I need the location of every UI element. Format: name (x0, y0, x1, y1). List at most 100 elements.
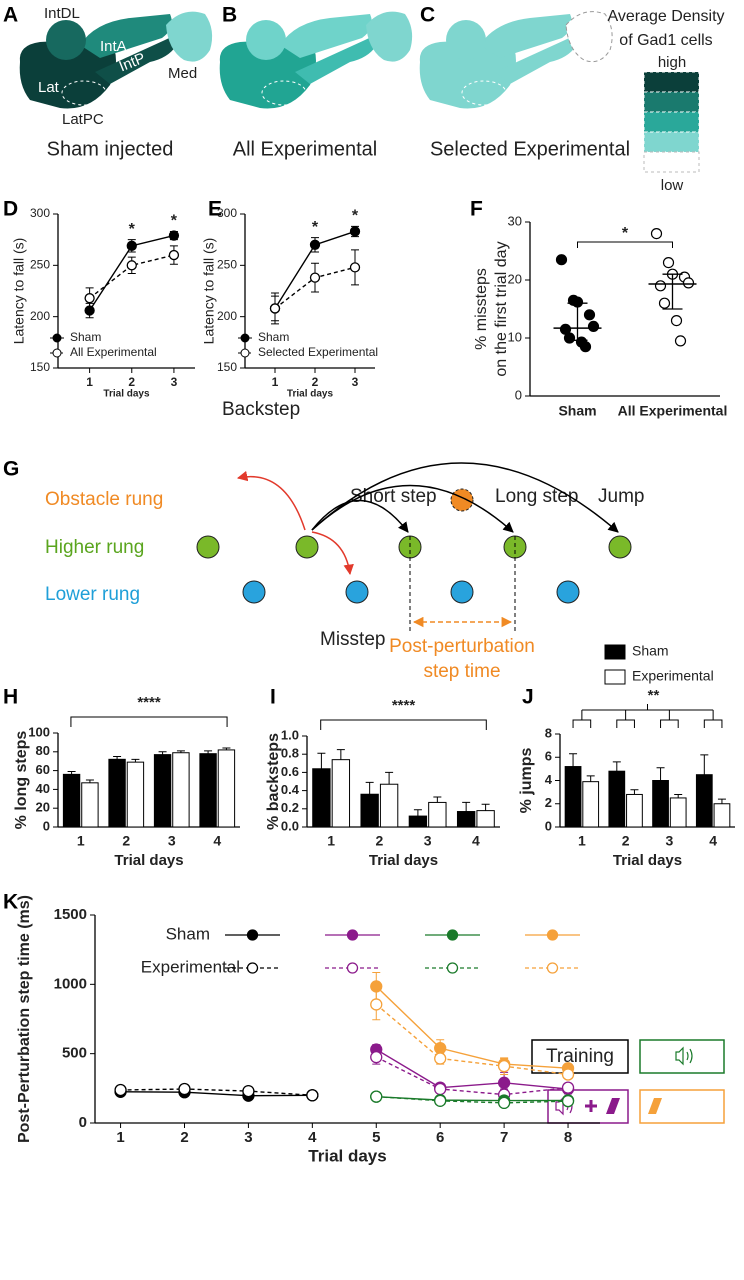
x-tick-label: 2 (312, 375, 319, 389)
point (370, 998, 383, 1011)
region-label: Lat (38, 79, 60, 96)
error-bar (612, 761, 621, 772)
time-label: Post-perturbation (389, 636, 535, 657)
rung-label: Higher rung (45, 537, 144, 558)
condition-boxes (531, 1039, 725, 1124)
significance: ** (648, 687, 660, 704)
x-tick-label: 1 (272, 375, 279, 389)
iqr (662, 273, 683, 310)
legend-marker (246, 962, 259, 974)
y-tick-label: 0.8 (281, 746, 299, 761)
step-label: Short step (350, 486, 437, 507)
error-bar (481, 803, 490, 811)
y-tick-label: 60 (36, 762, 50, 777)
legend-label: Sham (632, 643, 669, 659)
x-tick-label: 2 (375, 833, 383, 849)
panel-label: F (470, 198, 483, 221)
error-bar (158, 751, 167, 755)
point (168, 230, 180, 241)
significance: **** (137, 694, 161, 711)
x-tick-label: 2 (622, 833, 630, 849)
point (434, 1094, 447, 1107)
point (682, 277, 695, 289)
y-tick-label: 100 (28, 724, 50, 739)
legend-marker (240, 333, 250, 343)
bar (652, 780, 669, 828)
y-tick-label: 2 (545, 795, 552, 810)
point (126, 260, 137, 271)
legend-marker (346, 962, 359, 974)
step-label: Jump (598, 486, 644, 507)
bar (408, 815, 428, 828)
significance: * (352, 208, 359, 225)
bar (108, 758, 126, 828)
panel-label: E (208, 198, 222, 221)
x-tick-label: 2 (180, 1129, 188, 1146)
y-tick-label: 80 (36, 743, 50, 758)
y-tick-label: 250 (30, 258, 50, 272)
y-axis-label: % backsteps (265, 733, 282, 830)
bar (199, 753, 217, 828)
x-tick-label: 3 (352, 375, 359, 389)
y-axis-label: % long steps (13, 731, 30, 830)
point (434, 1041, 447, 1055)
region-label: Med (168, 65, 197, 82)
panel-label: G (3, 458, 19, 481)
error-bar (176, 750, 185, 753)
x-tick-label: 4 (472, 833, 480, 849)
point (561, 1094, 575, 1108)
significance: * (312, 219, 319, 236)
bar (456, 811, 476, 828)
region-label: IntDL (44, 5, 80, 22)
bar (626, 793, 643, 828)
region-label: IntA (100, 38, 127, 55)
y-axis-label: Latency to fall (s) (11, 238, 27, 345)
legend-marker (546, 929, 559, 941)
y-tick-label: 0.6 (281, 764, 299, 779)
point (309, 239, 321, 250)
y-tick-label: 0 (43, 818, 50, 833)
x-tick-label: 8 (564, 1129, 572, 1146)
y-axis-label: Latency to fall (s) (201, 238, 217, 345)
condition-label: Training (546, 1046, 614, 1067)
bar (379, 783, 399, 828)
y-tick-label: 0 (79, 1114, 87, 1131)
y-tick-label: 30 (508, 213, 522, 228)
x-tick-label: 1 (116, 1129, 124, 1146)
series-line (375, 985, 569, 1069)
significance: **** (392, 697, 416, 714)
point (670, 315, 683, 327)
y-tick-label: 0 (545, 818, 552, 833)
error-bar (674, 793, 683, 798)
x-axis-label: Trial days (613, 852, 682, 869)
x-tick-label: 5 (372, 1129, 380, 1146)
point (126, 240, 137, 251)
point (579, 341, 592, 353)
y-tick-label: 150 (30, 360, 50, 374)
y-tick-label: 10 (508, 329, 522, 344)
legend-marker (346, 929, 359, 941)
x-tick-label: 4 (709, 833, 717, 849)
bar (428, 801, 447, 828)
legend-label: Sham (70, 330, 101, 344)
series-line (376, 1095, 569, 1102)
y-axis-label: % missteps (473, 268, 490, 350)
bar (126, 761, 145, 828)
y-tick-label: 8 (545, 725, 552, 740)
point (662, 257, 675, 269)
x-axis-label: Trial days (114, 852, 183, 869)
bar (217, 749, 236, 828)
y-tick-label: 500 (62, 1045, 87, 1062)
legend-swatch (604, 669, 626, 685)
y-tick-label: 250 (217, 258, 237, 272)
legend-marker (546, 962, 559, 974)
x-tick-label: 7 (500, 1129, 508, 1146)
error-bar (700, 754, 709, 775)
error-bar (336, 749, 345, 760)
x-tick-label: 1 (327, 833, 335, 849)
legend-label: Sham (166, 924, 210, 943)
x-tick-label: 1 (77, 833, 85, 849)
caption: Sham injected (47, 138, 174, 160)
y-tick-label: 300 (30, 206, 50, 220)
legend-swatch (604, 644, 626, 660)
